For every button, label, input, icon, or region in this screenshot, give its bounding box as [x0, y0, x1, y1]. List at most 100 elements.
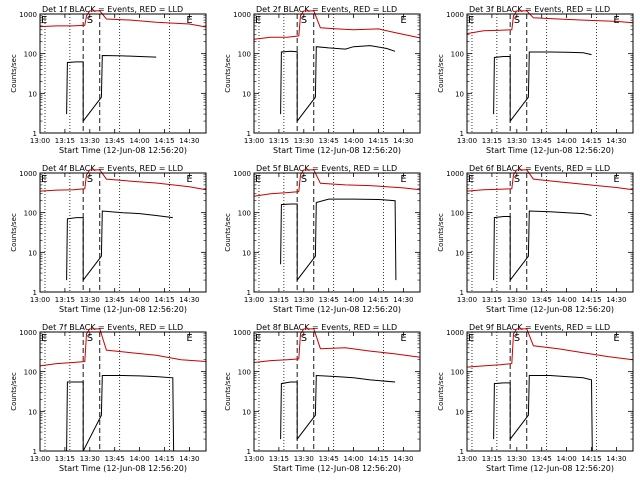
x-tick-label: 14:15	[581, 137, 601, 145]
y-axis-label: Counts/sec	[10, 54, 18, 93]
start-marker-label: S	[87, 333, 93, 344]
x-tick-label: 14:15	[154, 137, 174, 145]
x-tick-label: 13:15	[269, 137, 289, 145]
y-tick-label: 1000	[19, 170, 37, 178]
y-tick-label: 100	[451, 51, 464, 59]
x-tick-label: 13:00	[30, 137, 50, 145]
plot-frame	[466, 13, 634, 134]
y-tick-label: 10	[28, 249, 37, 257]
y-tick-label: 10	[242, 90, 251, 98]
y-tick-label: 1	[460, 130, 464, 138]
y-tick-label: 100	[24, 51, 37, 59]
x-tick-label: 13:15	[482, 137, 502, 145]
left-edge-marker-label: E	[468, 174, 474, 185]
events-series-line	[493, 375, 593, 452]
y-axis-label: Counts/sec	[224, 54, 232, 93]
x-tick-label: 13:45	[532, 137, 552, 145]
y-axis-label: Counts/sec	[224, 372, 232, 411]
lld-series-line	[39, 169, 207, 192]
y-tick-label: 100	[451, 210, 464, 218]
start-marker-label: S	[87, 15, 93, 26]
y-axis-label: Counts/sec	[10, 372, 18, 411]
y-tick-label: 1	[460, 448, 464, 456]
y-tick-label: 1000	[446, 11, 464, 19]
start-marker-label: S	[301, 15, 307, 26]
plot-frame	[253, 331, 421, 452]
x-tick-label: 13:30	[294, 455, 314, 463]
x-tick-label: 14:00	[557, 137, 577, 145]
start-marker-label: S	[514, 333, 520, 344]
end-marker-label: E	[400, 174, 406, 185]
plot-frame	[253, 172, 421, 293]
end-marker-label: E	[400, 333, 406, 344]
x-tick-label: 14:15	[154, 455, 174, 463]
x-tick-label: 13:00	[30, 455, 50, 463]
x-axis-label: Start Time (12-Jun-08 12:56:20)	[486, 305, 614, 314]
y-tick-label: 100	[238, 51, 251, 59]
lld-series-line	[39, 10, 207, 28]
y-tick-label: 1	[33, 289, 37, 297]
panel-title: Det 7f BLACK = Events, RED = LLD	[42, 323, 183, 332]
events-series-line	[280, 198, 397, 282]
x-tick-label: 13:15	[55, 137, 75, 145]
y-tick-label: 100	[24, 210, 37, 218]
lld-series-line	[466, 10, 634, 35]
start-marker-label: S	[301, 174, 307, 185]
left-edge-marker-label: E	[41, 15, 47, 26]
y-tick-label: 1	[460, 289, 464, 297]
x-tick-label: 13:00	[244, 455, 264, 463]
start-marker-label: S	[87, 174, 93, 185]
x-axis-label: Start Time (12-Jun-08 12:56:20)	[486, 146, 614, 155]
panel-title: Det 4f BLACK = Events, RED = LLD	[42, 164, 183, 173]
x-tick-label: 13:30	[294, 137, 314, 145]
x-tick-label: 14:00	[344, 296, 364, 304]
x-tick-label: 13:15	[269, 455, 289, 463]
x-tick-label: 13:00	[30, 296, 50, 304]
y-tick-label: 1000	[233, 329, 251, 337]
events-series-line	[280, 45, 396, 123]
x-tick-label: 13:00	[244, 296, 264, 304]
y-axis-label: Counts/sec	[437, 54, 445, 93]
x-axis-label: Start Time (12-Jun-08 12:56:20)	[273, 146, 401, 155]
panel-title: Det 3f BLACK = Events, RED = LLD	[469, 5, 610, 14]
panel-title: Det 1f BLACK = Events, RED = LLD	[42, 5, 183, 14]
x-tick-label: 14:00	[557, 296, 577, 304]
y-tick-label: 10	[28, 90, 37, 98]
panel-title: Det 6f BLACK = Events, RED = LLD	[469, 164, 610, 173]
x-tick-label: 13:45	[105, 455, 125, 463]
x-tick-label: 14:15	[368, 455, 388, 463]
x-tick-label: 14:30	[393, 296, 413, 304]
x-tick-label: 14:00	[344, 137, 364, 145]
left-edge-marker-label: E	[41, 333, 47, 344]
y-tick-label: 1	[247, 130, 251, 138]
y-tick-label: 1000	[446, 329, 464, 337]
plot-frame	[39, 13, 207, 134]
end-marker-label: E	[186, 174, 192, 185]
panel-title: Det 9f BLACK = Events, RED = LLD	[469, 323, 610, 332]
x-tick-label: 13:30	[294, 296, 314, 304]
y-tick-label: 1	[247, 289, 251, 297]
plot-frame	[39, 331, 207, 452]
x-tick-label: 14:30	[179, 455, 199, 463]
y-tick-label: 100	[238, 369, 251, 377]
end-marker-label: E	[186, 333, 192, 344]
x-tick-label: 14:30	[606, 137, 626, 145]
x-tick-label: 13:00	[244, 137, 264, 145]
y-axis-label: Counts/sec	[224, 213, 232, 252]
end-marker-label: E	[613, 333, 619, 344]
lld-series-line	[253, 10, 421, 40]
x-axis-label: Start Time (12-Jun-08 12:56:20)	[59, 464, 187, 473]
x-tick-label: 14:30	[606, 455, 626, 463]
x-tick-label: 14:00	[130, 455, 150, 463]
x-tick-label: 14:15	[368, 137, 388, 145]
x-tick-label: 14:15	[581, 455, 601, 463]
x-tick-label: 14:30	[179, 137, 199, 145]
lld-series-line	[39, 328, 207, 367]
